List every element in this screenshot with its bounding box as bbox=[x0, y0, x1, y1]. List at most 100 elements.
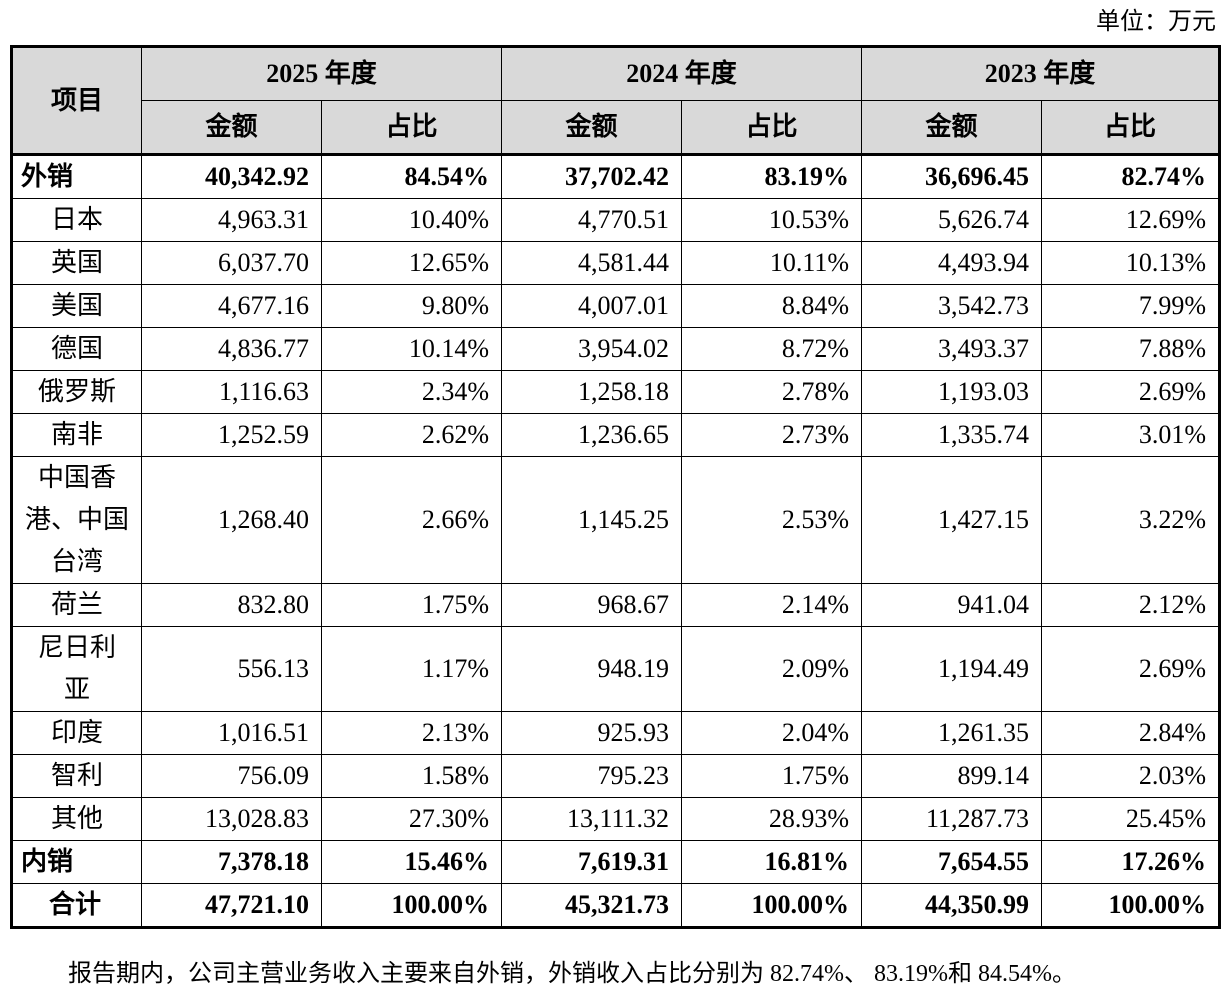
header-amount: 金额 bbox=[141, 100, 322, 155]
header-item: 项目 bbox=[11, 46, 142, 155]
amount-cell: 1,268.40 bbox=[141, 456, 322, 584]
amount-cell: 3,493.37 bbox=[861, 327, 1043, 371]
ratio-cell: 100.00% bbox=[1041, 883, 1221, 928]
amount-cell: 756.09 bbox=[141, 754, 322, 798]
ratio-cell: 2.09% bbox=[681, 626, 863, 712]
amount-cell: 1,427.15 bbox=[861, 456, 1043, 584]
ratio-cell: 10.40% bbox=[320, 198, 503, 242]
amount-cell: 948.19 bbox=[501, 626, 683, 712]
header-row-subcolumns: 金额 占比 金额 占比 金额 占比 bbox=[11, 100, 1221, 155]
ratio-cell: 7.88% bbox=[1041, 327, 1221, 371]
amount-cell: 941.04 bbox=[861, 583, 1043, 627]
table-body: 外销 40,342.92 84.54% 37,702.42 83.19% 36,696.4… bbox=[11, 154, 1221, 928]
amount-cell: 795.23 bbox=[501, 754, 683, 798]
amount-cell: 45,321.73 bbox=[501, 883, 683, 928]
header-year-2024: 2024 年度 bbox=[501, 46, 863, 101]
row-label: 印度 bbox=[11, 711, 142, 755]
row-label: 合计 bbox=[11, 883, 142, 928]
ratio-cell: 10.11% bbox=[681, 241, 863, 285]
amount-cell: 4,963.31 bbox=[141, 198, 322, 242]
ratio-cell: 2.13% bbox=[320, 711, 503, 755]
table-row: 外销 40,342.92 84.54% 37,702.42 83.19% 36,696.4… bbox=[11, 154, 1221, 199]
ratio-cell: 1.75% bbox=[681, 754, 863, 798]
amount-cell: 1,236.65 bbox=[501, 413, 683, 457]
amount-cell: 4,770.51 bbox=[501, 198, 683, 242]
row-label: 荷兰 bbox=[11, 583, 142, 627]
ratio-cell: 15.46% bbox=[320, 840, 503, 884]
ratio-cell: 1.75% bbox=[320, 583, 503, 627]
header-row-years: 项目 2025 年度 2024 年度 2023 年度 bbox=[11, 46, 1221, 155]
ratio-cell: 2.34% bbox=[320, 370, 503, 414]
ratio-cell: 2.04% bbox=[681, 711, 863, 755]
ratio-cell: 82.74% bbox=[1041, 154, 1221, 199]
amount-cell: 40,342.92 bbox=[141, 154, 322, 199]
ratio-cell: 2.69% bbox=[1041, 626, 1221, 712]
amount-cell: 1,016.51 bbox=[141, 711, 322, 755]
ratio-cell: 8.72% bbox=[681, 327, 863, 371]
ratio-cell: 2.62% bbox=[320, 413, 503, 457]
header-amount: 金额 bbox=[501, 100, 683, 155]
row-label: 中国香 港、中国 台湾 bbox=[11, 456, 142, 584]
ratio-cell: 2.84% bbox=[1041, 711, 1221, 755]
header-amount: 金额 bbox=[861, 100, 1043, 155]
table-row: 德国 4,836.77 10.14% 3,954.02 8.72% 3,493.37 7.8… bbox=[11, 327, 1221, 371]
ratio-cell: 100.00% bbox=[681, 883, 863, 928]
amount-cell: 3,542.73 bbox=[861, 284, 1043, 328]
amount-cell: 968.67 bbox=[501, 583, 683, 627]
ratio-cell: 8.84% bbox=[681, 284, 863, 328]
header-ratio: 占比 bbox=[320, 100, 503, 155]
row-label: 智利 bbox=[11, 754, 142, 798]
ratio-cell: 3.22% bbox=[1041, 456, 1221, 584]
table-row: 其他 13,028.83 27.30% 13,111.32 28.93% 11,287.7… bbox=[11, 797, 1221, 841]
amount-cell: 1,194.49 bbox=[861, 626, 1043, 712]
row-label: 南非 bbox=[11, 413, 142, 457]
amount-cell: 7,378.18 bbox=[141, 840, 322, 884]
ratio-cell: 1.58% bbox=[320, 754, 503, 798]
footnote-text: 报告期内，公司主营业务收入主要来自外销，外销收入占比分别为 82.74%、 83… bbox=[68, 961, 1076, 987]
ratio-cell: 17.26% bbox=[1041, 840, 1221, 884]
row-label: 俄罗斯 bbox=[11, 370, 142, 414]
row-label: 外销 bbox=[11, 154, 142, 199]
amount-cell: 36,696.45 bbox=[861, 154, 1043, 199]
amount-cell: 832.80 bbox=[141, 583, 322, 627]
ratio-cell: 27.30% bbox=[320, 797, 503, 841]
amount-cell: 1,193.03 bbox=[861, 370, 1043, 414]
ratio-cell: 25.45% bbox=[1041, 797, 1221, 841]
table-row: 荷兰 832.80 1.75% 968.67 2.14% 941.04 2.12% bbox=[11, 583, 1221, 627]
header-ratio: 占比 bbox=[1041, 100, 1221, 155]
ratio-cell: 2.53% bbox=[681, 456, 863, 584]
ratio-cell: 2.03% bbox=[1041, 754, 1221, 798]
amount-cell: 1,145.25 bbox=[501, 456, 683, 584]
ratio-cell: 12.69% bbox=[1041, 198, 1221, 242]
amount-cell: 4,581.44 bbox=[501, 241, 683, 285]
header-year-2025: 2025 年度 bbox=[140, 46, 503, 101]
ratio-cell: 3.01% bbox=[1041, 413, 1221, 457]
row-label: 英国 bbox=[11, 241, 142, 285]
header-ratio: 占比 bbox=[681, 100, 863, 155]
ratio-cell: 1.17% bbox=[320, 626, 503, 712]
table-row: 合计 47,721.10 100.00% 45,321.73 100.00% 44,350… bbox=[11, 883, 1221, 928]
amount-cell: 1,335.74 bbox=[861, 413, 1043, 457]
ratio-cell: 16.81% bbox=[681, 840, 863, 884]
amount-cell: 6,037.70 bbox=[141, 241, 322, 285]
amount-cell: 925.93 bbox=[501, 711, 683, 755]
row-label: 内销 bbox=[11, 840, 142, 884]
amount-cell: 1,258.18 bbox=[501, 370, 683, 414]
amount-cell: 556.13 bbox=[141, 626, 322, 712]
amount-cell: 4,007.01 bbox=[501, 284, 683, 328]
table-row: 中国香 港、中国 台湾 1,268.40 2.66% 1,145.25 2.53% 1,427… bbox=[11, 456, 1221, 584]
table-row: 日本 4,963.31 10.40% 4,770.51 10.53% 5,626.74 12… bbox=[11, 198, 1221, 242]
ratio-cell: 2.69% bbox=[1041, 370, 1221, 414]
amount-cell: 7,619.31 bbox=[501, 840, 683, 884]
ratio-cell: 2.66% bbox=[320, 456, 503, 584]
ratio-cell: 9.80% bbox=[320, 284, 503, 328]
ratio-cell: 83.19% bbox=[681, 154, 863, 199]
amount-cell: 13,028.83 bbox=[141, 797, 322, 841]
ratio-cell: 12.65% bbox=[320, 241, 503, 285]
ratio-cell: 10.14% bbox=[320, 327, 503, 371]
amount-cell: 5,626.74 bbox=[861, 198, 1043, 242]
amount-cell: 3,954.02 bbox=[501, 327, 683, 371]
row-label: 德国 bbox=[11, 327, 142, 371]
table-row: 内销 7,378.18 15.46% 7,619.31 16.81% 7,654.55 17… bbox=[11, 840, 1221, 884]
amount-cell: 37,702.42 bbox=[501, 154, 683, 199]
